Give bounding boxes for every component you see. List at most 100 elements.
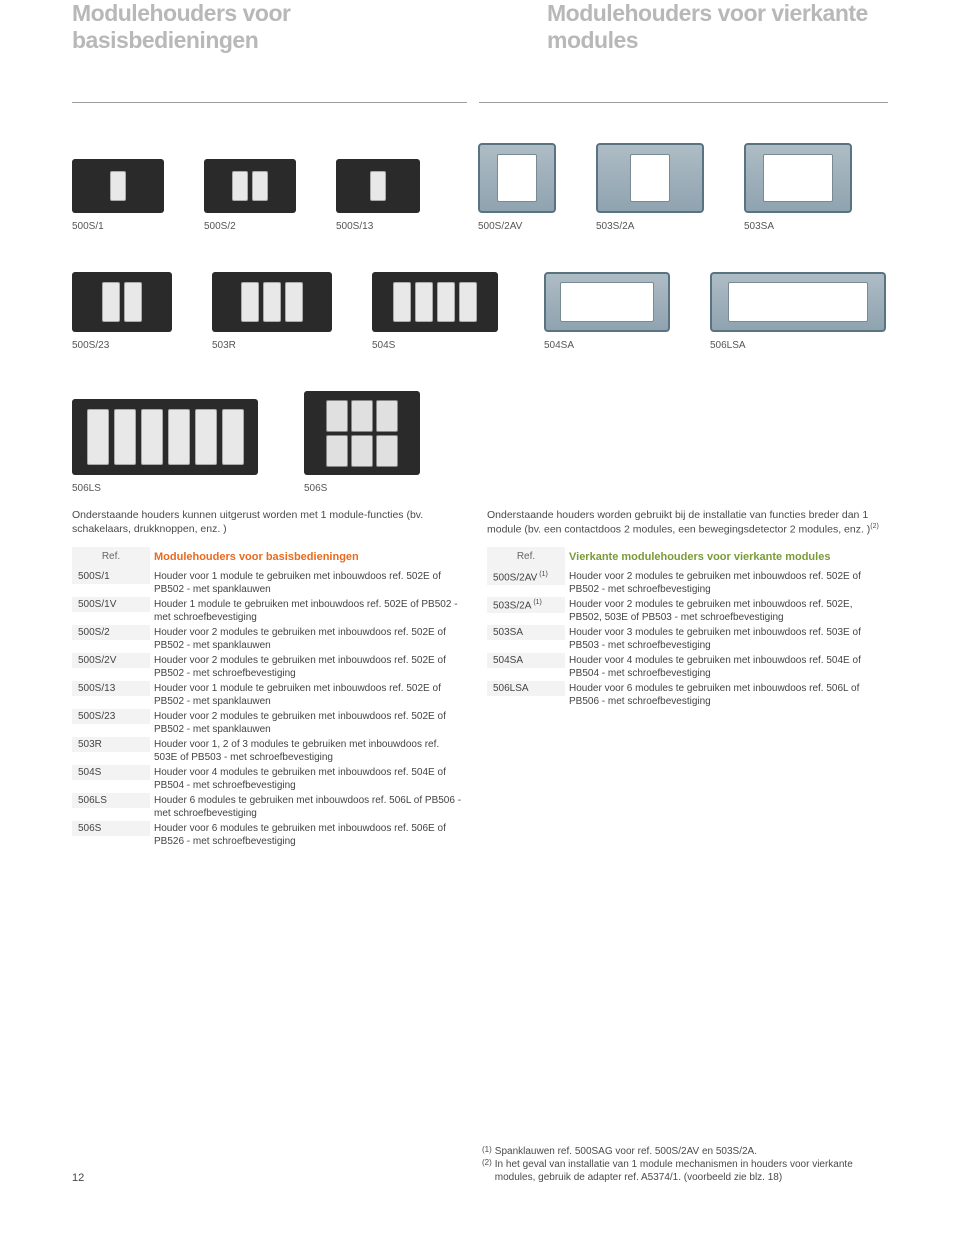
product-image (544, 272, 670, 332)
product-label: 500S/2AV (478, 221, 522, 232)
table-row: 500S/2AV (1)Houder voor 2 modules te geb… (487, 569, 888, 597)
product-label: 500S/2 (204, 221, 236, 232)
product-image (372, 272, 498, 332)
product-label: 504SA (544, 340, 574, 351)
product-image (336, 159, 420, 213)
product-label: 506S (304, 483, 327, 494)
product-image (744, 143, 852, 213)
product-image (72, 399, 258, 475)
table-cell-ref: 500S/2AV (1) (487, 569, 565, 585)
table-row: 503SAHouder voor 3 modules te gebruiken … (487, 625, 888, 653)
product-item: 503R (212, 272, 332, 351)
product-item: 503S/2A (596, 143, 704, 232)
table-cell-desc: Houder voor 4 modules te gebruiken met i… (150, 765, 467, 793)
product-image (72, 159, 164, 213)
table-row: 504SAHouder voor 4 modules te gebruiken … (487, 653, 888, 681)
divider-left (72, 102, 467, 103)
product-label: 503S/2A (596, 221, 634, 232)
product-item: 500S/2AV (478, 143, 556, 232)
product-label: 504S (372, 340, 395, 351)
product-image (304, 391, 420, 475)
table-cell-desc: Houder voor 1 module te gebruiken met in… (150, 681, 467, 709)
product-item: 503SA (744, 143, 852, 232)
product-label: 503R (212, 340, 236, 351)
table-cell-desc: Houder voor 2 modules te gebruiken met i… (150, 625, 467, 653)
table-cell-ref: 506LS (72, 793, 150, 808)
product-row-2: 500S/23 503R 504S 504SA 506LSA (72, 272, 888, 351)
table-cell-ref: 503S/2A (1) (487, 597, 565, 613)
table-left: Ref. Modulehouders voor basisbedieningen… (72, 547, 467, 849)
table-row: 500S/2Houder voor 2 modules te gebruiken… (72, 625, 467, 653)
product-item: 504SA (544, 272, 670, 351)
product-label: 506LSA (710, 340, 746, 351)
table-row: 504SHouder voor 4 modules te gebruiken m… (72, 765, 467, 793)
product-item: 500S/13 (336, 159, 420, 232)
table-cell-ref: 503R (72, 737, 150, 752)
product-label: 500S/1 (72, 221, 104, 232)
product-item: 506LSA (710, 272, 886, 351)
table-cell-desc: Houder voor 2 modules te gebruiken met i… (150, 653, 467, 681)
divider-right (479, 102, 888, 103)
product-row-1: 500S/1 500S/2 500S/13 500S/2AV 503S/2A (72, 143, 888, 232)
table-row: 500S/1Houder voor 1 module te gebruiken … (72, 569, 467, 597)
table-row: 503RHouder voor 1, 2 of 3 modules te geb… (72, 737, 467, 765)
product-image (478, 143, 556, 213)
table-cell-ref: 500S/23 (72, 709, 150, 724)
product-item: 504S (372, 272, 498, 351)
table-cell-ref: 500S/1 (72, 569, 150, 584)
product-image (72, 272, 172, 332)
table-cell-desc: Houder voor 1 module te gebruiken met in… (150, 569, 467, 597)
table-row: 500S/13Houder voor 1 module te gebruiken… (72, 681, 467, 709)
table-cell-desc: Houder 1 module te gebruiken met inbouwd… (150, 597, 467, 625)
table-header-title: Modulehouders voor basisbedieningen (150, 547, 467, 569)
table-cell-desc: Houder voor 4 modules te gebruiken met i… (565, 653, 888, 681)
table-row: 500S/2VHouder voor 2 modules te gebruike… (72, 653, 467, 681)
footnote: (1) Spanklauwen ref. 500SAG voor ref. 50… (482, 1145, 882, 1158)
table-header-ref: Ref. (487, 547, 565, 569)
table-cell-ref: 504SA (487, 653, 565, 668)
product-label: 503SA (744, 221, 774, 232)
product-label: 500S/13 (336, 221, 373, 232)
table-row: 500S/23Houder voor 2 modules te gebruike… (72, 709, 467, 737)
table-cell-desc: Houder voor 1, 2 of 3 modules te gebruik… (150, 737, 467, 765)
table-cell-ref: 506LSA (487, 681, 565, 696)
product-image (204, 159, 296, 213)
intro-left: Onderstaande houders kunnen uitgerust wo… (72, 508, 467, 537)
product-item: 500S/2 (204, 159, 296, 232)
footnotes: (1) Spanklauwen ref. 500SAG voor ref. 50… (482, 1145, 882, 1184)
table-row: 503S/2A (1)Houder voor 2 modules te gebr… (487, 597, 888, 625)
product-label: 500S/23 (72, 340, 109, 351)
page-number: 12 (72, 1172, 84, 1184)
table-cell-ref: 500S/13 (72, 681, 150, 696)
product-image (212, 272, 332, 332)
table-cell-ref: 504S (72, 765, 150, 780)
product-item: 506S (304, 391, 420, 494)
heading-left: Modulehouders voor basisbedieningen (72, 0, 467, 54)
product-item: 500S/23 (72, 272, 172, 351)
table-row: 506LSHouder 6 modules te gebruiken met i… (72, 793, 467, 821)
table-cell-ref: 503SA (487, 625, 565, 640)
table-cell-desc: Houder voor 6 modules te gebruiken met i… (565, 681, 888, 709)
intro-right: Onderstaande houders worden gebruikt bij… (487, 508, 888, 537)
table-row: 500S/1VHouder 1 module te gebruiken met … (72, 597, 467, 625)
product-image (596, 143, 704, 213)
product-label: 506LS (72, 483, 101, 494)
table-cell-ref: 500S/1V (72, 597, 150, 612)
product-item: 506LS (72, 399, 258, 494)
product-image (710, 272, 886, 332)
table-row: 506LSAHouder voor 6 modules te gebruiken… (487, 681, 888, 709)
table-cell-desc: Houder voor 6 modules te gebruiken met i… (150, 821, 467, 849)
table-cell-desc: Houder voor 3 modules te gebruiken met i… (565, 625, 888, 653)
table-cell-desc: Houder voor 2 modules te gebruiken met i… (565, 597, 888, 625)
table-header-title: Vierkante modulehouders voor vierkante m… (565, 547, 888, 569)
table-row: 506SHouder voor 6 modules te gebruiken m… (72, 821, 467, 849)
footnote: (2) In het geval van installatie van 1 m… (482, 1158, 882, 1184)
table-cell-desc: Houder voor 2 modules te gebruiken met i… (565, 569, 888, 597)
table-cell-desc: Houder 6 modules te gebruiken met inbouw… (150, 793, 467, 821)
table-header-ref: Ref. (72, 547, 150, 569)
table-cell-ref: 506S (72, 821, 150, 836)
table-cell-ref: 500S/2V (72, 653, 150, 668)
product-item: 500S/1 (72, 159, 164, 232)
table-cell-ref: 500S/2 (72, 625, 150, 640)
product-row-3: 506LS 506S (72, 391, 888, 494)
